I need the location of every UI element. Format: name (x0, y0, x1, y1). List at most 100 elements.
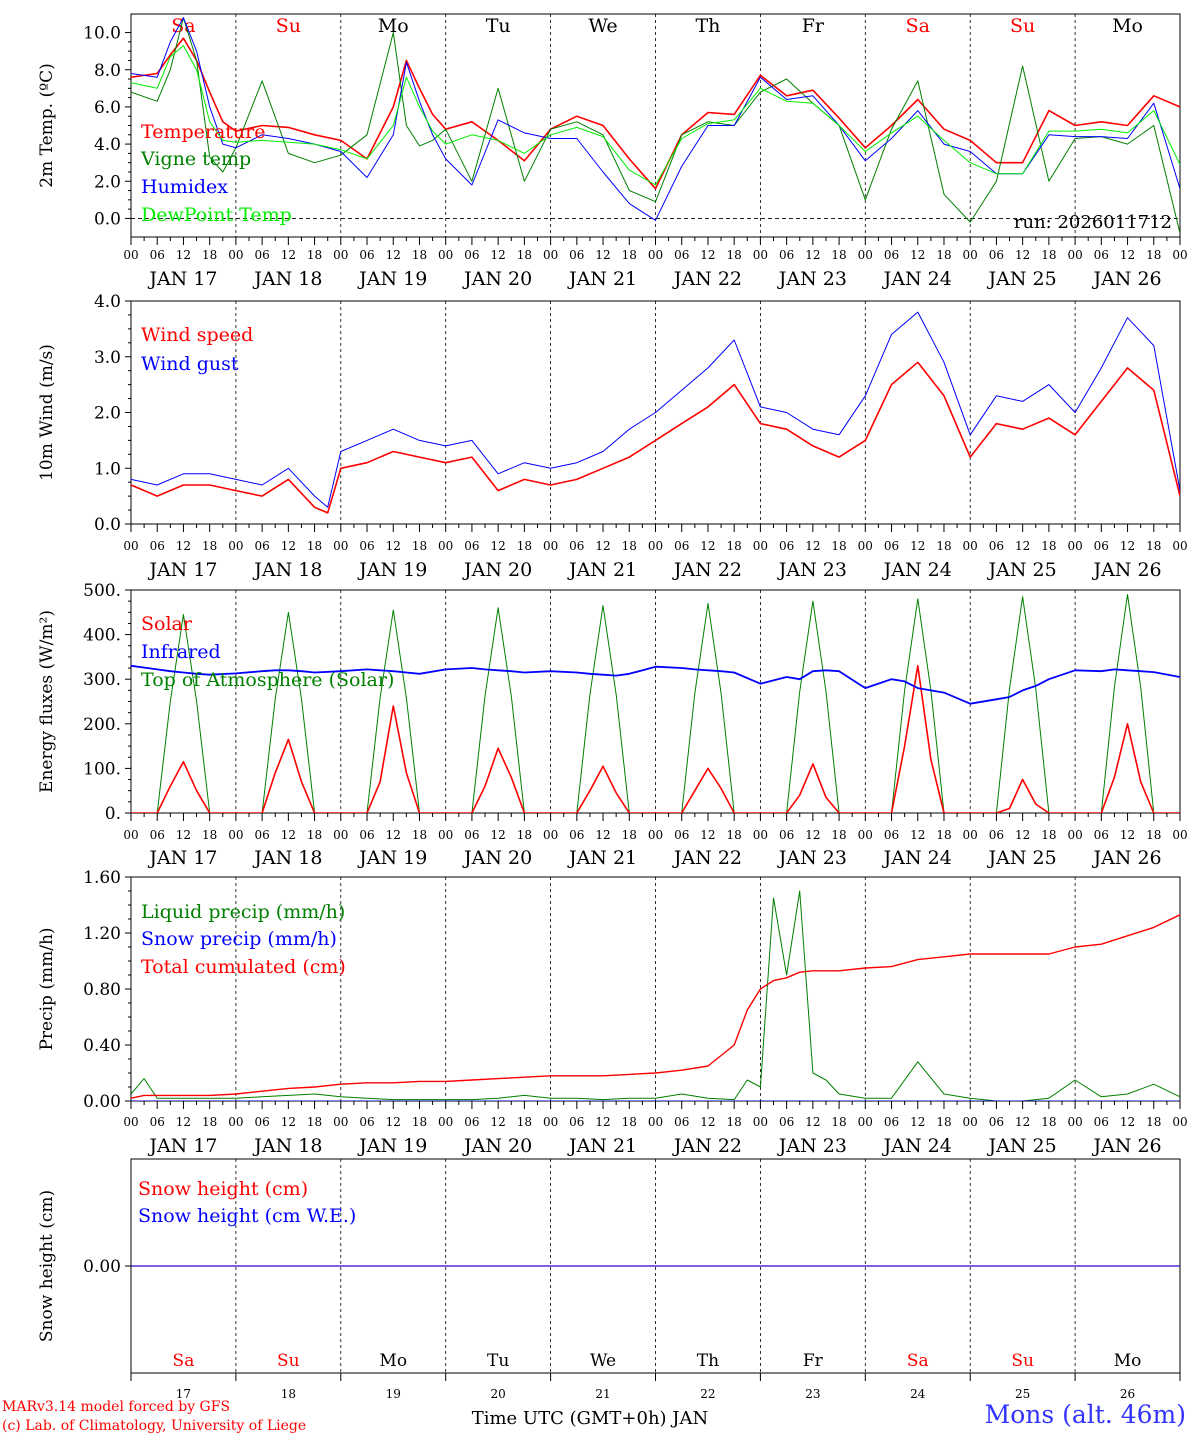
hour-tick-label: 12 (700, 828, 715, 842)
weekday-label-top: Sa (906, 15, 930, 37)
hour-tick-label: 06 (150, 828, 165, 842)
hour-tick-label: 00 (228, 828, 243, 842)
hour-tick-label: 12 (386, 539, 401, 553)
hour-tick-label: 12 (386, 248, 401, 262)
hour-tick-label: 06 (1094, 248, 1109, 262)
hour-tick-label: 00 (228, 539, 243, 553)
hour-tick-label: 00 (543, 828, 558, 842)
y-tick-label: 500. (83, 581, 121, 601)
date-label: JAN 25 (987, 559, 1057, 581)
date-label: JAN 19 (357, 268, 427, 290)
legend-entry: Liquid precip (mm/h) (141, 901, 345, 923)
hour-tick-label: 18 (202, 828, 217, 842)
date-label: JAN 17 (147, 1135, 217, 1157)
hour-tick-label: 00 (648, 828, 663, 842)
hour-tick-label: 00 (1172, 248, 1187, 262)
y-axis-label-snow: Snow height (cm) (37, 1190, 57, 1342)
hour-tick-label: 00 (963, 828, 978, 842)
date-label: JAN 26 (1091, 847, 1161, 869)
hour-tick-label: 18 (1146, 248, 1161, 262)
hour-tick-label: 06 (150, 248, 165, 262)
hour-tick-label: 00 (858, 828, 873, 842)
date-label: JAN 20 (462, 559, 532, 581)
hour-tick-label: 18 (936, 1115, 951, 1129)
weekday-label-bottom: Th (697, 1351, 719, 1371)
weekday-label-top: Sa (171, 15, 195, 37)
hour-tick-label: 00 (333, 1115, 348, 1129)
model-credit: MARv3.14 model forced by GFS (2, 1399, 231, 1415)
hour-tick-label: 00 (1172, 539, 1187, 553)
hour-tick-label: 18 (412, 539, 427, 553)
weekday-label-bottom: Su (277, 1351, 300, 1371)
hour-tick-label: 18 (412, 1115, 427, 1129)
hour-tick-label: 06 (1094, 1115, 1109, 1129)
hour-tick-label: 18 (831, 1115, 846, 1129)
hour-tick-label: 18 (202, 248, 217, 262)
hour-tick-label: 06 (569, 1115, 584, 1129)
y-tick-label: 2.0 (94, 172, 121, 192)
date-label: JAN 24 (882, 559, 952, 581)
hour-tick-label: 00 (963, 1115, 978, 1129)
hour-tick-label: 12 (281, 539, 296, 553)
y-tick-label: 3.0 (94, 348, 121, 368)
weekday-label-bottom: Sa (907, 1351, 929, 1371)
hour-tick-label: 00 (228, 248, 243, 262)
hour-tick-label: 12 (595, 1115, 610, 1129)
legend-entry: Wind gust (141, 353, 239, 375)
hour-tick-label: 06 (359, 539, 374, 553)
y-tick-label: 400. (83, 626, 121, 646)
hour-tick-label: 00 (438, 539, 453, 553)
hour-tick-label: 06 (254, 1115, 269, 1129)
hour-tick-label: 12 (1015, 248, 1030, 262)
hour-tick-label: 18 (831, 828, 846, 842)
date-label: JAN 22 (672, 559, 742, 581)
y-axis-label-wind: 10m Wind (m/s) (37, 344, 57, 481)
hour-tick-label: 12 (1120, 1115, 1135, 1129)
y-tick-label: 0. (105, 804, 121, 824)
date-label: JAN 23 (777, 559, 847, 581)
hour-tick-label: 18 (202, 539, 217, 553)
weekday-label-top: Su (276, 15, 301, 37)
hour-tick-label: 12 (805, 539, 820, 553)
date-label: JAN 19 (357, 1135, 427, 1157)
y-tick-label: 100. (83, 759, 121, 779)
legend-entry: Top of Atmosphere (Solar) (141, 669, 394, 691)
hour-tick-label: 06 (150, 1115, 165, 1129)
y-axis-label-temperature: 2m Temp. (ºC) (37, 63, 57, 188)
hour-tick-label: 06 (359, 1115, 374, 1129)
y-tick-label: 1.60 (83, 868, 121, 888)
weekday-label-top: We (588, 15, 617, 37)
hour-tick-label: 18 (517, 539, 532, 553)
hour-tick-label: 06 (884, 539, 899, 553)
legend-entry: Infrared (141, 641, 221, 663)
date-label: JAN 23 (777, 847, 847, 869)
hour-tick-label: 06 (464, 828, 479, 842)
hour-tick-label: 06 (884, 1115, 899, 1129)
hour-tick-label: 06 (779, 1115, 794, 1129)
hour-tick-label: 12 (386, 1115, 401, 1129)
weekday-label-bottom: We (590, 1351, 616, 1371)
hour-tick-label: 06 (674, 539, 689, 553)
hour-tick-label: 00 (648, 1115, 663, 1129)
hour-tick-label: 00 (1067, 539, 1082, 553)
hour-tick-label: 12 (176, 1115, 191, 1129)
hour-tick-label: 00 (858, 539, 873, 553)
series-temperature (131, 37, 1180, 190)
hour-tick-label: 00 (333, 539, 348, 553)
hour-tick-label: 12 (805, 1115, 820, 1129)
hour-tick-label: 06 (464, 1115, 479, 1129)
hour-tick-label: 00 (648, 248, 663, 262)
hour-tick-label: 00 (333, 248, 348, 262)
hour-tick-label: 06 (674, 248, 689, 262)
hour-tick-label: 00 (753, 1115, 768, 1129)
hour-tick-label: 12 (595, 248, 610, 262)
y-tick-label: 0.80 (83, 980, 121, 1000)
date-label: JAN 21 (567, 1135, 637, 1157)
hour-tick-label: 06 (359, 828, 374, 842)
date-label: JAN 22 (672, 847, 742, 869)
station-label: Mons (alt. 46m) (984, 1400, 1186, 1429)
weekday-label-top: Su (1010, 15, 1035, 37)
hour-tick-label: 06 (884, 248, 899, 262)
credits: MARv3.14 model forced by GFS (c) Lab. of… (2, 1398, 306, 1436)
legend-entry: Wind speed (141, 324, 253, 346)
